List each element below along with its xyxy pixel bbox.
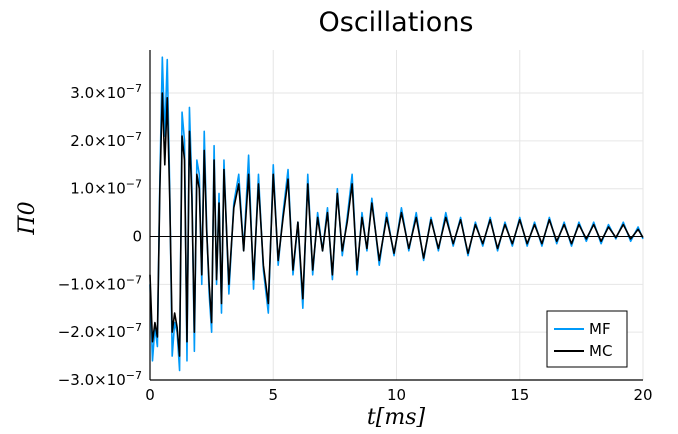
y-tick-labels: −3.0×10−7 −2.0×10−7 −1.0×10−7 0 1.0×10−7 2.0×… <box>58 82 142 389</box>
axes <box>149 50 643 381</box>
x-axis-label: t[ms] <box>367 405 426 430</box>
x-tick-label: 10 <box>387 386 406 404</box>
data-lines <box>149 56 644 372</box>
legend-label-mc: MC <box>589 342 612 360</box>
x-tick-label: 15 <box>510 386 529 404</box>
chart-title: Oscillations <box>319 7 474 38</box>
y-tick-label: 0 <box>132 228 142 246</box>
x-tick-labels: 0 5 10 15 20 <box>145 386 652 404</box>
y-tick-label: 3.0×10−7 <box>70 82 142 102</box>
y-tick-label: −1.0×10−7 <box>58 273 142 293</box>
series-line-mc <box>149 92 644 357</box>
y-axis-label: Π0 <box>15 201 40 235</box>
y-tick-label: −3.0×10−7 <box>58 369 142 389</box>
x-tick-label: 20 <box>633 386 652 404</box>
x-tick-label: 5 <box>268 386 278 404</box>
x-tick-label: 0 <box>145 386 155 404</box>
y-tick-label: 2.0×10−7 <box>70 130 142 150</box>
legend-box <box>546 310 628 368</box>
y-tick-label: −2.0×10−7 <box>58 321 142 341</box>
y-tick-label: 1.0×10−7 <box>70 178 142 198</box>
legend: MF MC <box>546 310 628 368</box>
legend-label-mf: MF <box>589 320 611 338</box>
